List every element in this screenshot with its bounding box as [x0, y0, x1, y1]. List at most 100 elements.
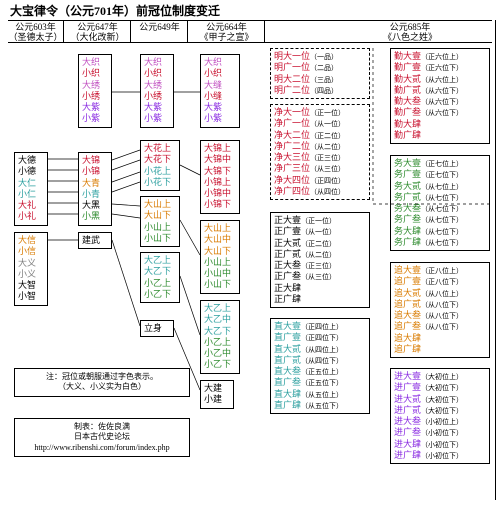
rank-item: 追大壹（正八位上）	[394, 265, 486, 276]
rank-item: 小锦上	[204, 177, 236, 188]
rank-item: 勤广贰（从六位下）	[394, 85, 486, 96]
rank-item: 追大贰（从八位上）	[394, 288, 486, 299]
rank-item: 大乙上	[144, 255, 176, 266]
rank-item: 小绣	[82, 91, 108, 102]
rank-item: 务大叁（从七位下）	[394, 203, 486, 214]
rank-item: 小德	[18, 166, 44, 177]
rank-item: 直广叁（正五位下）	[274, 377, 366, 388]
rank-item: 净大四位（正四位）	[274, 175, 366, 186]
rank-item: 务大贰（从七位上）	[394, 181, 486, 192]
rank-item: 明广二位（四品）	[274, 85, 366, 96]
rank-item: 进广肆（小初位下）	[394, 450, 486, 461]
col4-box-a: 大织小织大缝小缝大紫小紫	[200, 54, 240, 128]
rank-item: 大义	[18, 258, 44, 269]
rank-item: 正大贰（正二位）	[274, 238, 366, 249]
rank-item: 勤大贰（从六位上）	[394, 74, 486, 85]
rank-item: 小山上	[144, 222, 176, 233]
rank-item: 进大贰（大初位下）	[394, 394, 486, 405]
rank-item: 小锦	[82, 166, 108, 177]
rank-item: 直广肆（从五位下）	[274, 400, 366, 411]
rank-item: 净大三位（正三位）	[274, 152, 366, 163]
rank-item: 小山下	[204, 279, 236, 290]
rank-item: 直大肆（从五位上）	[274, 389, 366, 400]
col-head-2: 公元647年（大化改新）	[65, 22, 130, 43]
rank-item: 大智	[18, 280, 44, 291]
rank-item: 进大叁（小初位上）	[394, 416, 486, 427]
diagram-title: 大宝律令（公元701年）前冠位制度变迁	[10, 4, 220, 19]
col2-box-c: 建武	[78, 232, 112, 249]
col3-box-c: 大山上大山下小山上小山下	[140, 196, 180, 247]
rank-item: 小乙中	[204, 348, 236, 359]
rank-item: 大山中	[204, 234, 236, 245]
rank-item: 大建	[204, 383, 230, 394]
rank-item: 直大壹（正四位上）	[274, 321, 366, 332]
rank-item: 小紫	[204, 113, 236, 124]
col-head-4: 公元664年《甲子之宣》	[189, 22, 264, 43]
rank-item: 小信	[18, 246, 44, 257]
rank-item: 小织	[204, 68, 236, 79]
rank-item: 小仁	[18, 189, 44, 200]
col4-box-d: 大乙上大乙中大乙下小乙上小乙中小乙下	[200, 300, 240, 374]
rank-item: 小花下	[144, 177, 176, 188]
col5-dash-a: 明大一位（一品）明广一位（二品）明大二位（三品）明广二位（四品）	[270, 48, 370, 99]
rank-item: 务广叁（从七位下）	[394, 214, 486, 225]
right-border	[495, 20, 496, 500]
rank-item: 大绣	[82, 80, 108, 91]
rank-item: 大花上	[144, 143, 176, 154]
rank-item: 小紫	[144, 113, 170, 124]
rank-item: 小花上	[144, 166, 176, 177]
rank-item: 大乙上	[204, 303, 236, 314]
rank-item: 大德	[18, 155, 44, 166]
rank-item: 大缝	[204, 80, 236, 91]
rank-item: 大信	[18, 235, 44, 246]
rank-item: 务大壹（正七位上）	[394, 158, 486, 169]
rank-item: 大乙下	[144, 266, 176, 277]
rank-item: 务广肆（从七位下）	[394, 237, 486, 248]
rank-item: 净大二位（正二位）	[274, 130, 366, 141]
rank-item: 勤广壹（正六位下）	[394, 62, 486, 73]
col5-box-c: 正大壹（正一位）正广壹（从一位）正大贰（正二位）正广贰（从二位）正大叁（正三位）…	[270, 212, 370, 308]
rank-item: 大锦	[82, 155, 108, 166]
rank-item: 大绣	[144, 80, 170, 91]
rank-item: 小锦中	[204, 188, 236, 199]
rank-item: 直大叁（正五位上）	[274, 366, 366, 377]
col2-box-b: 大锦小锦大青小青大黑小黑	[78, 152, 112, 226]
col3-box-d: 大乙上大乙下小乙上小乙下	[140, 252, 180, 303]
rank-item: 务广壹（正七位下）	[394, 169, 486, 180]
col-head-1: 公元603年（圣德太子）	[8, 22, 63, 43]
col4-box-e: 大建小建	[200, 380, 234, 409]
rank-item: 直大贰（从四位上）	[274, 344, 366, 355]
rank-item: 小山中	[204, 268, 236, 279]
col1-box-a: 大德小德大仁小仁大礼小礼	[14, 152, 48, 226]
col5-box-d: 直大壹（正四位上）直广壹（正四位下）直大贰（从四位上）直广贰（从四位下）直大叁（…	[270, 318, 370, 414]
rank-item: 小智	[18, 291, 44, 302]
rank-item: 正广壹（从一位）	[274, 226, 366, 237]
col5-dash-b: 净大一位（正一位）净广一位（从一位）净大二位（正二位）净广二位（从二位）净大三位…	[270, 104, 370, 200]
col-head-3: 公元649年	[132, 22, 187, 32]
rank-item: 大山上	[144, 199, 176, 210]
rank-item: 勤大壹（正六位上）	[394, 51, 486, 62]
rank-item: 大锦上	[204, 143, 236, 154]
rank-item: 净广一位（从一位）	[274, 118, 366, 129]
rank-item: 勤大肆	[394, 119, 486, 130]
rank-item: 小乙下	[144, 289, 176, 300]
rank-item: 务广贰（从七位下）	[394, 192, 486, 203]
rank-item: 明广一位（二品）	[274, 62, 366, 73]
rank-item: 正广贰（从二位）	[274, 249, 366, 260]
rank-item: 追广贰（从八位下）	[394, 299, 486, 310]
rank-item: 小乙下	[204, 359, 236, 370]
rank-item: 大山下	[144, 210, 176, 221]
rank-item: 进广壹（大初位下）	[394, 382, 486, 393]
rank-item: 小织	[144, 68, 170, 79]
rank-item: 大织	[144, 57, 170, 68]
rank-item: 正广肆	[274, 294, 366, 305]
rank-item: 正广叁（从三位）	[274, 271, 366, 282]
rank-item: 净大一位（正一位）	[274, 107, 366, 118]
rank-item: 大锦下	[204, 166, 236, 177]
legend-note: 注：冠位或朝服通过字色表示。（大义、小义实为白色）	[14, 368, 190, 397]
rank-item: 进广叁（小初位下）	[394, 427, 486, 438]
rank-item: 小黑	[82, 211, 108, 222]
head-sep-4	[264, 20, 265, 42]
head-sep-1	[63, 20, 64, 42]
rank-item: 大紫	[144, 102, 170, 113]
